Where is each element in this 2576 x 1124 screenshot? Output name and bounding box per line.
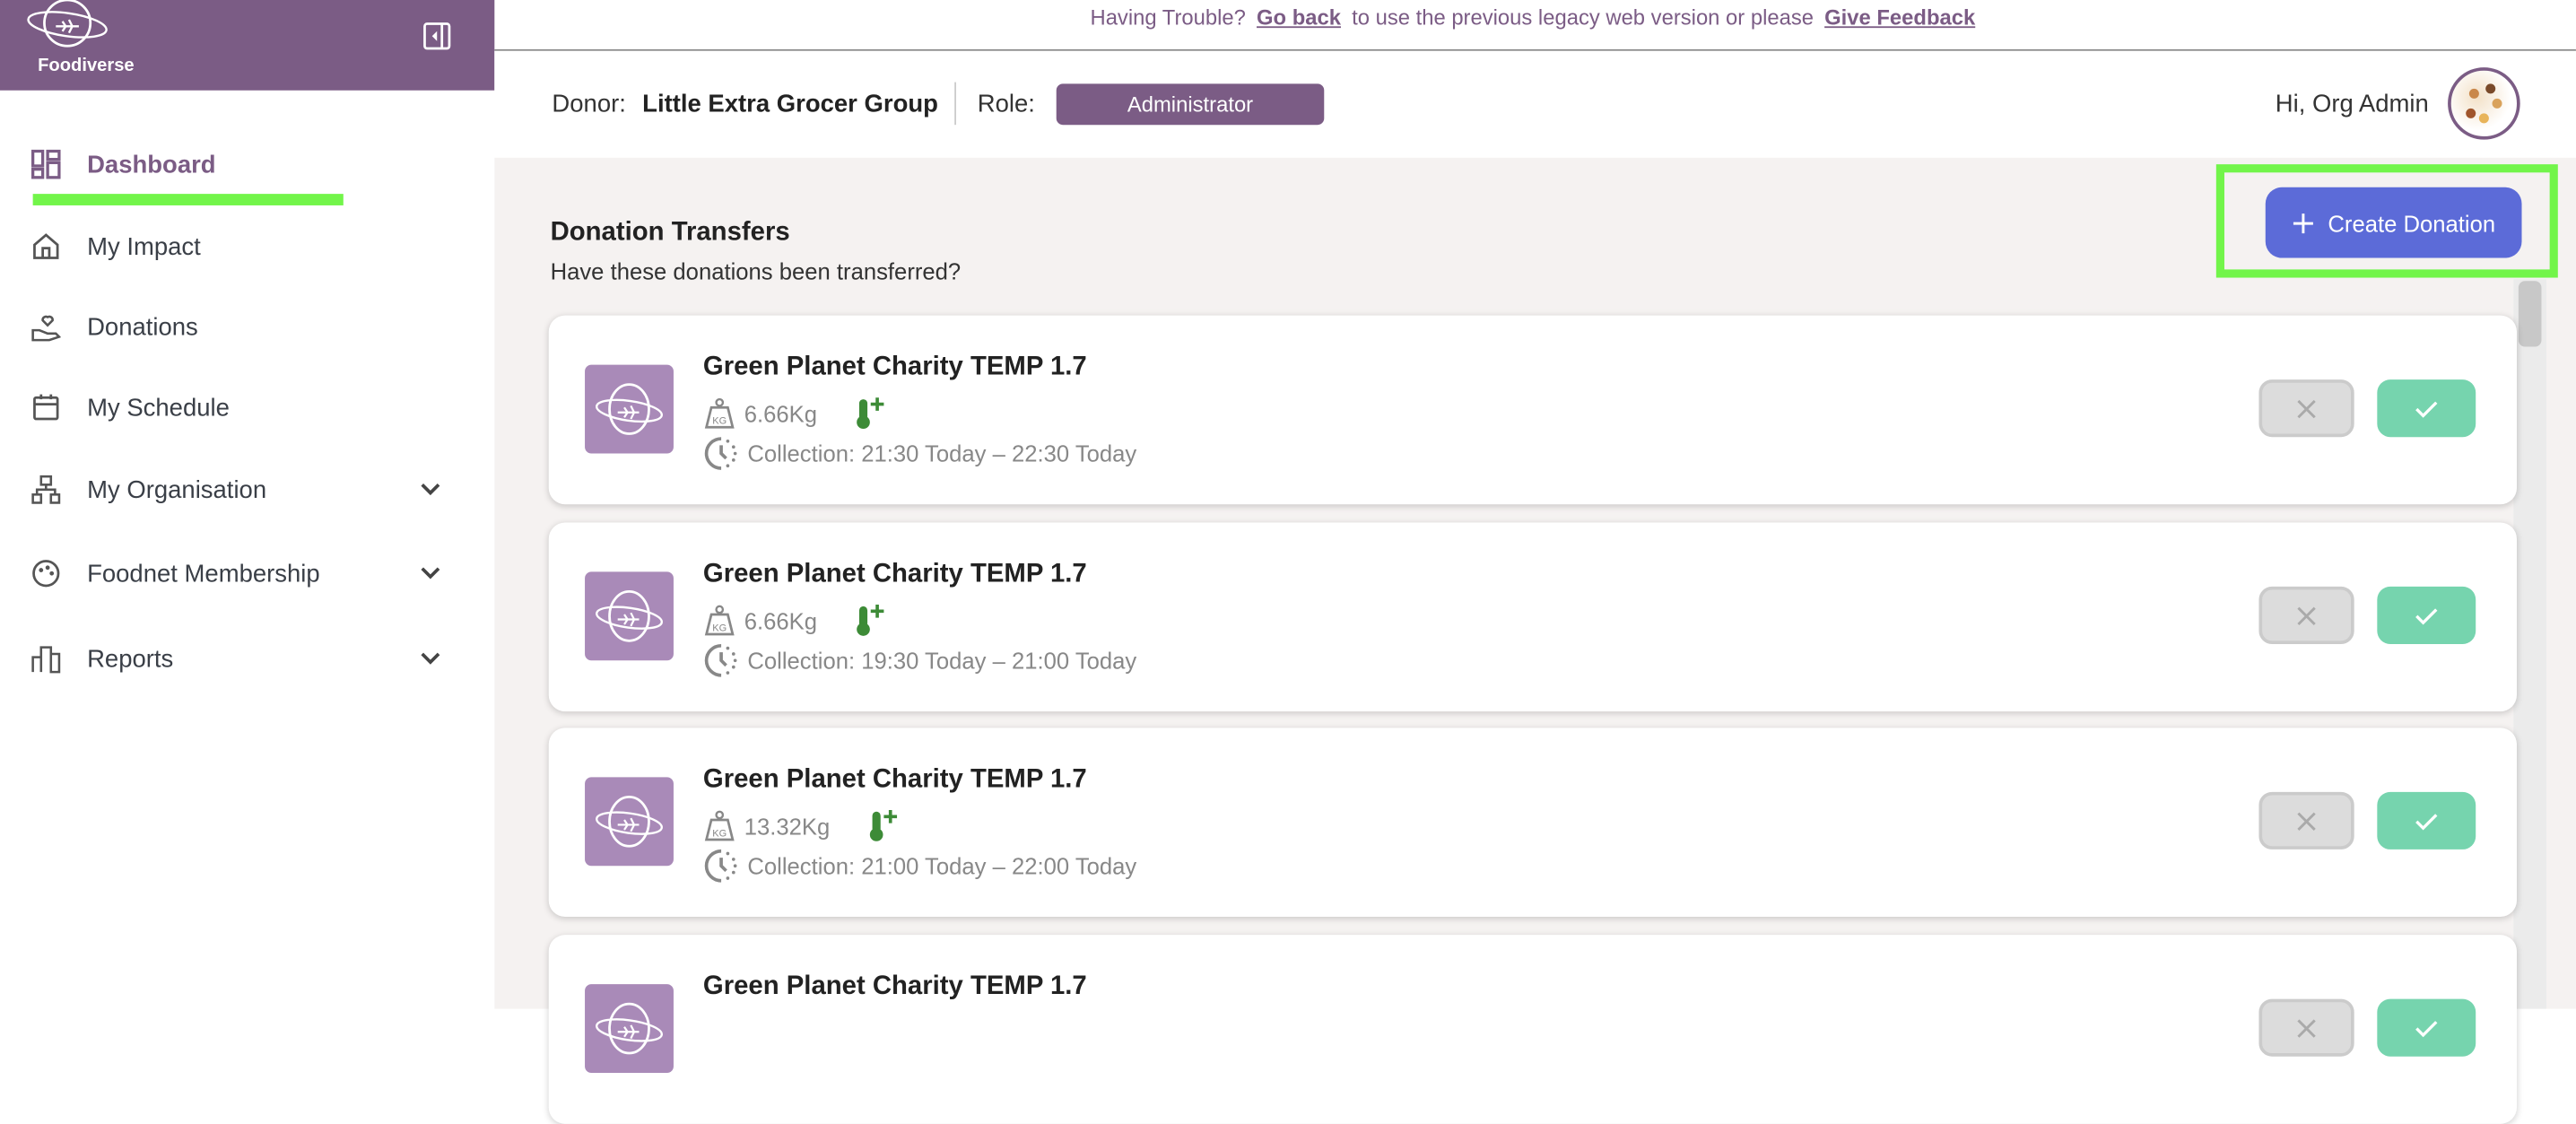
close-icon	[2297, 606, 2316, 625]
donor-name: Little Extra Grocer Group	[642, 90, 938, 118]
charity-logo	[585, 364, 674, 454]
reject-button[interactable]	[2258, 586, 2354, 644]
bar-chart-icon	[31, 646, 61, 674]
go-back-link[interactable]: Go back	[1257, 4, 1341, 30]
highlight-underline	[32, 194, 344, 205]
check-icon	[2415, 1020, 2438, 1037]
scrollbar-thumb[interactable]	[2518, 281, 2542, 347]
give-feedback-link[interactable]: Give Feedback	[1824, 4, 1976, 30]
scrollbar[interactable]	[2513, 279, 2546, 1009]
sidebar-item-my-impact[interactable]: My Impact	[0, 217, 494, 276]
chevron-down-icon[interactable]	[417, 561, 443, 587]
hand-heart-icon	[31, 315, 61, 342]
weight-row: KG 6.66Kg	[703, 396, 890, 431]
charity-logo	[585, 777, 674, 867]
donation-card: Green Planet Charity TEMP 1.7 KG 6.66Kg …	[548, 522, 2518, 712]
section-subtitle: Have these donations been transferred?	[550, 257, 962, 284]
weight-value: 6.66Kg	[744, 400, 817, 428]
confirm-transfer-button[interactable]	[2377, 379, 2476, 438]
check-icon	[2415, 813, 2438, 830]
planet-wheat-icon	[596, 590, 664, 642]
collection-row: Collection: 19:30 Today – 21:00 Today	[703, 642, 1136, 678]
collection-row: Collection: 21:00 Today – 22:00 Today	[703, 848, 1136, 884]
highlight-box	[2215, 164, 2558, 278]
close-icon	[2297, 811, 2316, 831]
palette-icon	[32, 560, 60, 588]
avatar[interactable]	[2448, 67, 2520, 140]
close-icon	[2297, 1018, 2316, 1037]
brand-header: Foodiverse	[0, 0, 495, 91]
charity-logo	[585, 984, 674, 1074]
check-icon	[2415, 607, 2438, 624]
role-label: Role:	[977, 90, 1035, 118]
svg-text:KG: KG	[712, 623, 727, 633]
donor-label: Donor:	[552, 90, 626, 118]
sidebar-item-reports[interactable]: Reports	[0, 630, 494, 689]
close-icon	[2297, 398, 2316, 418]
charity-name: Green Planet Charity TEMP 1.7	[702, 560, 1087, 588]
clock-icon	[704, 643, 737, 677]
planet-wheat-icon	[596, 795, 664, 848]
charity-name: Green Planet Charity TEMP 1.7	[702, 765, 1087, 794]
chevron-down-icon[interactable]	[417, 476, 443, 502]
dashboard-icon	[30, 149, 61, 179]
create-donation-button[interactable]: Create Donation	[2265, 187, 2522, 258]
confirm-transfer-button[interactable]	[2377, 791, 2476, 850]
donation-card: Green Planet Charity TEMP 1.7 KG 6.66Kg …	[548, 315, 2518, 505]
chevron-down-icon[interactable]	[417, 646, 443, 672]
foodiverse-logo-icon	[27, 0, 108, 48]
role-badge: Administrator	[1056, 83, 1325, 126]
sidebar-item-my-schedule[interactable]: My Schedule	[0, 378, 494, 437]
sidebar-item-donations[interactable]: Donations	[0, 298, 494, 357]
calendar-icon	[33, 394, 59, 421]
planet-wheat-icon	[596, 383, 664, 435]
donation-card: Green Planet Charity TEMP 1.7 KG	[548, 935, 2518, 1124]
sidebar-item-foodnet-membership[interactable]: Foodnet Membership	[0, 544, 494, 603]
home-icon	[33, 233, 59, 259]
section-title: Donation Transfers	[550, 218, 790, 247]
main-content: Donation Transfers Have these donations …	[494, 157, 2576, 1124]
farm-animals-icon	[2466, 83, 2502, 124]
planet-wheat-icon	[596, 1002, 664, 1055]
sidebar-item-my-organisation[interactable]: My Organisation	[0, 460, 494, 519]
donation-card: Green Planet Charity TEMP 1.7 KG 13.32Kg…	[548, 728, 2518, 918]
svg-text:KG: KG	[712, 416, 727, 427]
temperature-chilled-icon	[857, 605, 885, 636]
collection-time: Collection: 21:00 Today – 22:00 Today	[747, 852, 1137, 879]
svg-text:KG: KG	[712, 828, 727, 839]
sidebar-item-dashboard[interactable]: Dashboard	[0, 135, 494, 194]
charity-name: Green Planet Charity TEMP 1.7	[702, 353, 1087, 381]
divider	[954, 82, 956, 126]
collection-time: Collection: 19:30 Today – 21:00 Today	[747, 647, 1137, 674]
plus-icon	[2293, 213, 2313, 233]
weight-value: 6.66Kg	[744, 607, 817, 634]
clock-icon	[704, 849, 737, 883]
weight-kg-icon: KG	[704, 397, 735, 429]
collection-row: Collection: 21:30 Today – 22:30 Today	[703, 435, 1136, 471]
reject-button[interactable]	[2258, 379, 2354, 438]
reject-button[interactable]	[2258, 998, 2354, 1057]
temperature-chilled-icon	[857, 397, 885, 430]
greeting: Hi, Org Admin	[2275, 90, 2429, 118]
collapse-sidebar-icon[interactable]	[422, 22, 452, 51]
collection-time: Collection: 21:30 Today – 22:30 Today	[747, 440, 1137, 467]
weight-kg-icon: KG	[704, 605, 735, 636]
charity-logo	[585, 571, 674, 661]
weight-value: 13.32Kg	[744, 813, 831, 840]
clock-icon	[704, 437, 737, 470]
confirm-transfer-button[interactable]	[2377, 998, 2476, 1057]
reject-button[interactable]	[2258, 791, 2354, 850]
logo-text: Foodiverse	[38, 56, 135, 76]
confirm-transfer-button[interactable]	[2377, 586, 2476, 644]
check-icon	[2415, 400, 2438, 417]
weight-kg-icon: KG	[704, 810, 735, 841]
org-chart-icon	[31, 475, 61, 504]
charity-name: Green Planet Charity TEMP 1.7	[702, 972, 1087, 1001]
temperature-chilled-icon	[870, 809, 898, 841]
weight-row: KG 13.32Kg	[703, 808, 902, 844]
sidebar: Foodiverse Dashboard My Impact Donations…	[0, 0, 495, 1009]
top-bar: Donor: Little Extra Grocer Group Role: A…	[494, 50, 2576, 158]
weight-row: KG 6.66Kg	[703, 603, 890, 639]
legacy-banner: Having Trouble? Go back to use the previ…	[494, 0, 2576, 51]
